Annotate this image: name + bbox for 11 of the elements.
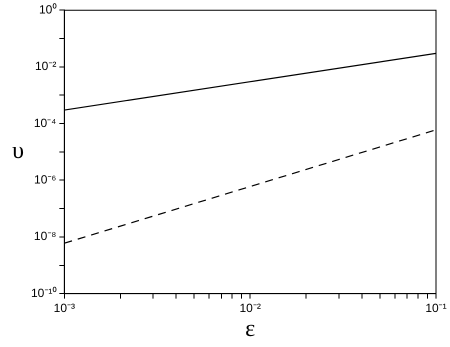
y-tick-label: 10⁻² bbox=[35, 59, 56, 74]
y-tick-label: 10⁻⁶ bbox=[34, 172, 56, 187]
y-tick-label: 10⁻⁴ bbox=[34, 116, 56, 130]
x-tick-label: 10⁻³ bbox=[54, 301, 76, 316]
y-tick-label: 10⁻⁸ bbox=[34, 229, 56, 244]
x-tick-label: 10⁻¹ bbox=[425, 301, 447, 316]
y-tick-label: 10⁻¹⁰ bbox=[31, 286, 56, 300]
y-axis-title: υ bbox=[12, 138, 24, 164]
x-axis-title: ε bbox=[245, 316, 256, 342]
y-tick-label: 10⁰ bbox=[38, 2, 56, 17]
x-tick-label: 10⁻² bbox=[240, 301, 261, 316]
